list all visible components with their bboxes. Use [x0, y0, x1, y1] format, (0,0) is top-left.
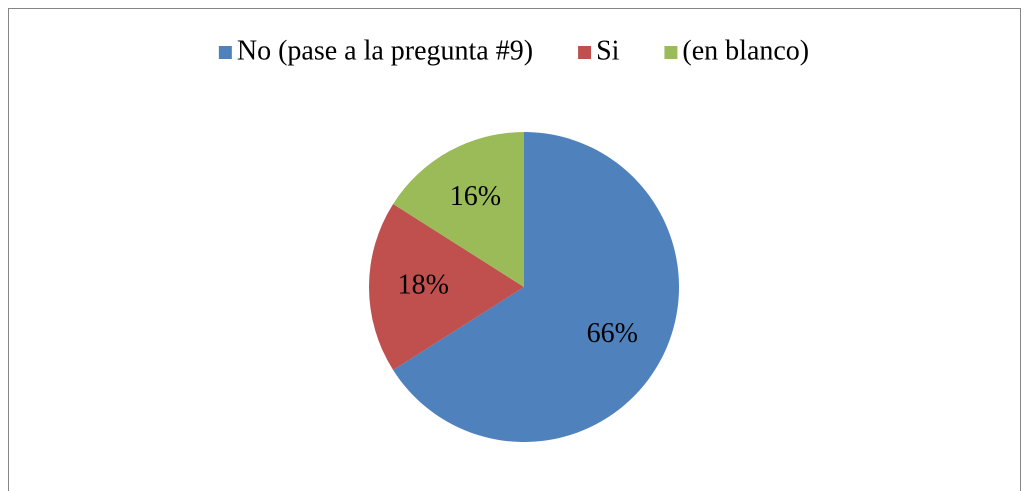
- pie-slice: [393, 132, 680, 442]
- pie-slice: [369, 203, 524, 371]
- legend-label: Si: [596, 35, 620, 66]
- data-label: 16%: [450, 181, 501, 212]
- legend-swatch: [664, 46, 678, 59]
- data-label: 18%: [398, 269, 449, 300]
- legend-label: (en blanco): [682, 35, 809, 66]
- legend-swatch: [218, 46, 232, 59]
- pie-slice: [393, 132, 524, 287]
- data-label: 66%: [587, 318, 638, 349]
- legend-swatch: [578, 46, 592, 59]
- legend-label: No (pase a la pregunta #9): [237, 35, 533, 66]
